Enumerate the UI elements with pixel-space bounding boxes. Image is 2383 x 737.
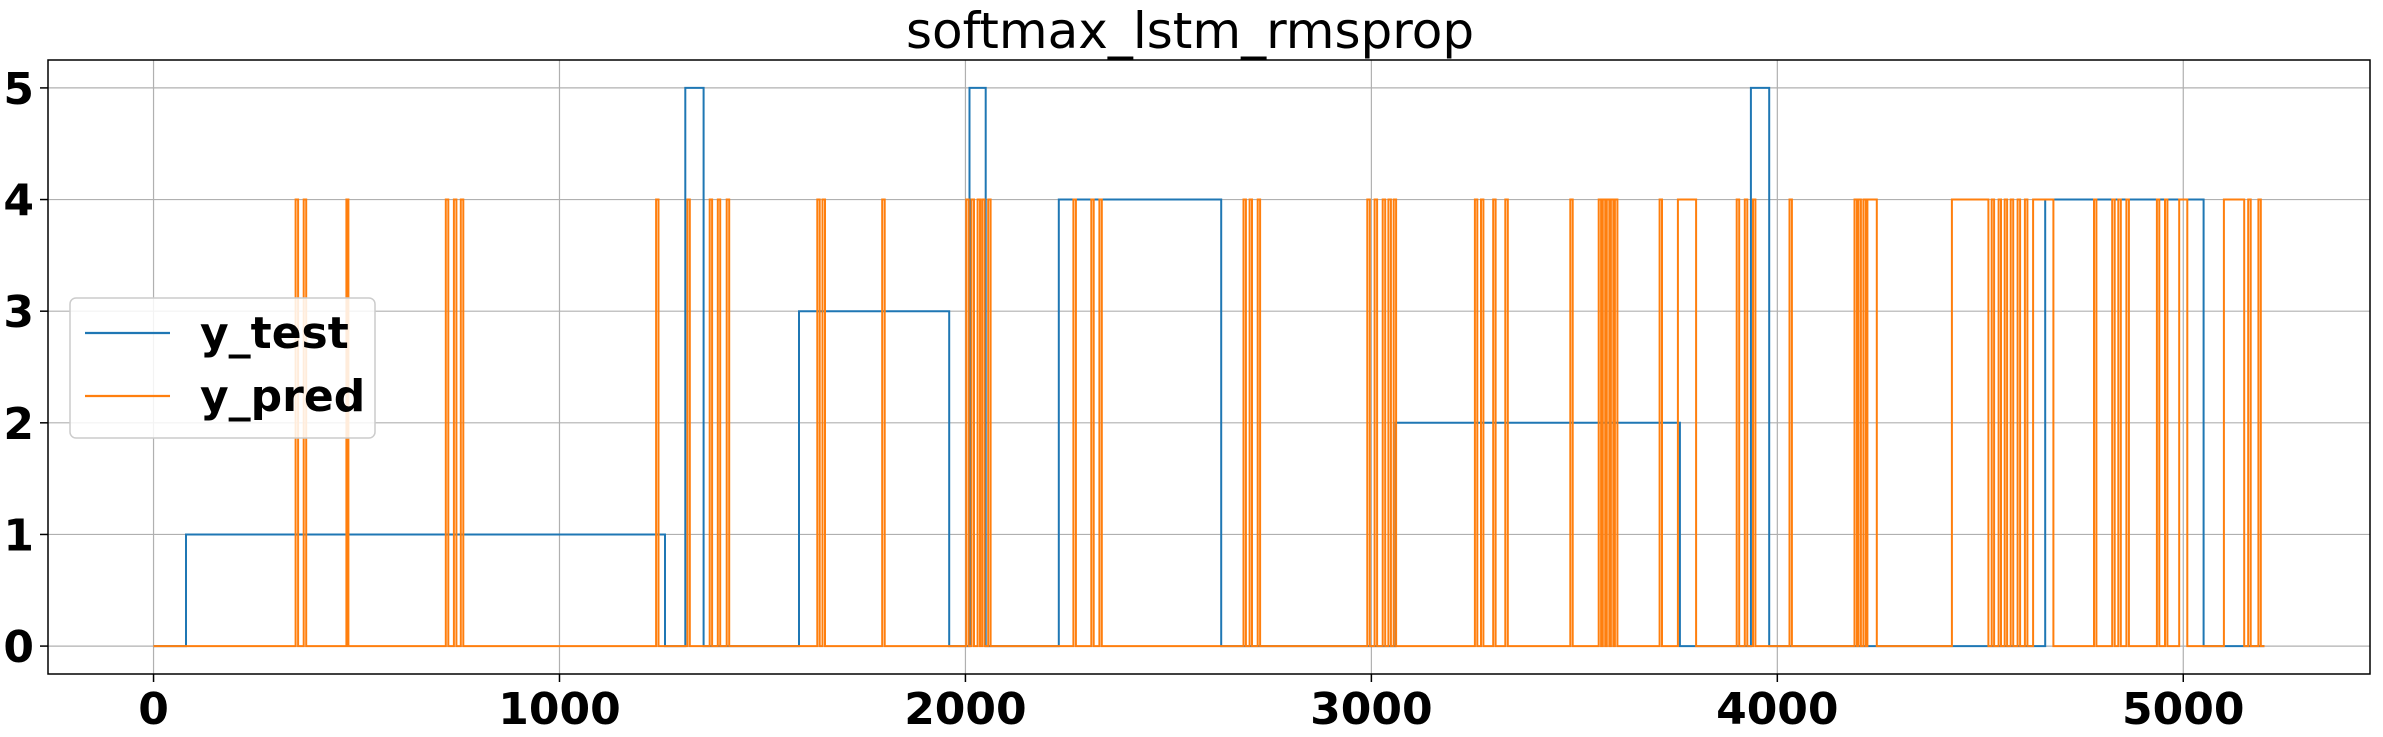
x-tick-label: 0	[138, 684, 169, 735]
series-line-y-pred	[153, 198, 2265, 648]
y-tick-label: 0	[3, 622, 34, 673]
axes-frame	[47, 59, 2371, 675]
legend-label-y-pred: y_pred	[200, 371, 365, 422]
y-tick-label: 2	[3, 399, 34, 450]
chart-title: softmax_lstm_rmsprop	[906, 2, 1474, 60]
y-tick-label: 4	[3, 176, 34, 227]
legend: y_test y_pred	[69, 297, 376, 439]
axis-ticks: 0 1000 2000 3000 4000 5000 0 1 2 3 4 5	[3, 64, 2244, 735]
x-tick-label: 2000	[904, 684, 1026, 735]
plot-area	[153, 86, 2265, 648]
legend-label-y-test: y_test	[200, 308, 349, 359]
y-tick-label: 3	[3, 287, 34, 338]
x-tick-label: 3000	[1310, 684, 1432, 735]
x-tick-label: 1000	[498, 684, 620, 735]
x-tick-label: 4000	[1716, 684, 1838, 735]
y-tick-label: 5	[3, 64, 34, 115]
x-tick-label: 5000	[2122, 684, 2244, 735]
y-tick-label: 1	[3, 510, 34, 561]
